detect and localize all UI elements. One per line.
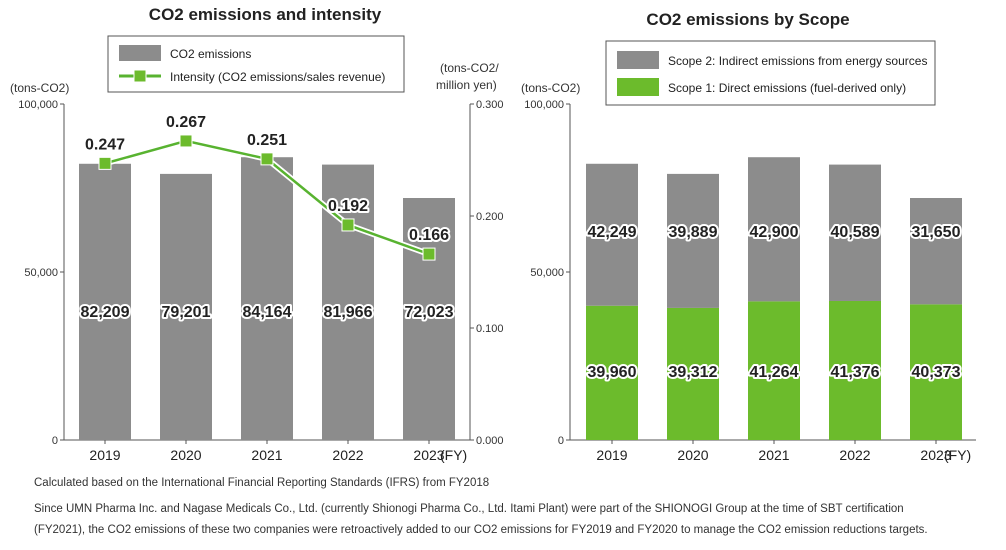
left-x-tick-label-2020: 2020 xyxy=(170,447,201,463)
intensity-point-2019 xyxy=(98,156,112,170)
charts-canvas: CO2 emissions and intensity CO2 emission… xyxy=(10,5,976,463)
right-chart-title: CO2 emissions by Scope xyxy=(646,10,849,29)
intensity-label-2021: 0.251 xyxy=(247,132,287,149)
bar-label-scope2-2020: 39,889 xyxy=(669,224,718,241)
right-chart: CO2 emissions by Scope Scope 2: Indirect… xyxy=(521,10,976,463)
left-y-tick-label: 100,000 xyxy=(18,99,58,111)
intensity-point-2021 xyxy=(260,152,274,166)
bar-co2-2019 xyxy=(79,163,131,440)
intensity-label-2020: 0.267 xyxy=(166,114,206,131)
intensity-point-2020 xyxy=(179,134,193,148)
intensity-label-2022: 0.192 xyxy=(328,198,368,215)
intensity-label-2023: 0.166 xyxy=(409,227,449,244)
bar-scope1-2019 xyxy=(586,305,638,440)
bar-label-scope1-2020: 39,312 xyxy=(669,364,718,381)
left-x-tick-label-2019: 2019 xyxy=(89,447,120,463)
right-y-tick-label: 50,000 xyxy=(530,267,564,279)
left-x-tick-label-2023: 2023 xyxy=(413,447,444,463)
left-y-tick-label: 50,000 xyxy=(24,267,58,279)
left-y2-tick-label: 0.300 xyxy=(476,99,504,111)
left-chart: CO2 emissions and intensity CO2 emission… xyxy=(10,5,504,463)
left-y2-tick-label: 0.100 xyxy=(476,323,504,335)
right-x-tick-label-2021: 2021 xyxy=(758,447,789,463)
left-y2-axis-label-line1: (tons-CO2/ xyxy=(440,61,499,75)
left-y2-axis-label-line2: million yen) xyxy=(436,78,497,92)
bar-label-co2-2020: 79,201 xyxy=(162,304,211,321)
bar-label-scope2-2021: 42,900 xyxy=(750,224,799,241)
left-chart-title: CO2 emissions and intensity xyxy=(149,5,382,24)
bar-scope2-2022 xyxy=(829,164,881,301)
bar-label-scope1-2022: 41,376 xyxy=(831,364,880,381)
bar-label-co2-2022: 81,966 xyxy=(324,304,373,321)
bar-scope2-2023 xyxy=(910,198,962,305)
right-x-tick-label-2019: 2019 xyxy=(596,447,627,463)
bar-label-scope1-2019: 39,960 xyxy=(588,364,637,381)
right-y-tick-label: 100,000 xyxy=(524,99,564,111)
left-y-axis-label: (tons-CO2) xyxy=(10,81,69,95)
left-x-tick-label-2022: 2022 xyxy=(332,447,363,463)
legend-swatch-scope2 xyxy=(617,51,659,69)
legend-label-scope1: Scope 1: Direct emissions (fuel-derived … xyxy=(668,81,906,95)
bar-scope1-2020 xyxy=(667,307,719,440)
left-y-tick-label: 0 xyxy=(52,435,58,447)
intensity-label-2019: 0.247 xyxy=(85,136,125,153)
bar-scope1-2022 xyxy=(829,300,881,440)
legend-marker-intensity xyxy=(133,69,147,83)
left-x-suffix: (FY) xyxy=(440,447,467,463)
right-y-tick-label: 0 xyxy=(558,435,564,447)
bar-label-scope2-2022: 40,589 xyxy=(831,224,880,241)
bar-label-scope2-2023: 31,650 xyxy=(912,224,961,241)
right-y-axis-label: (tons-CO2) xyxy=(521,81,580,95)
bar-label-co2-2023: 72,023 xyxy=(405,304,454,321)
bar-label-co2-2019: 82,209 xyxy=(81,304,130,321)
bar-scope2-2020 xyxy=(667,173,719,308)
footnote-sbt-line2: (FY2021), the CO2 emissions of these two… xyxy=(34,524,928,536)
footnote-ifrs: Calculated based on the International Fi… xyxy=(34,477,490,489)
intensity-point-2023 xyxy=(422,247,436,261)
right-x-tick-label-2022: 2022 xyxy=(839,447,870,463)
right-x-suffix: (FY) xyxy=(944,447,971,463)
bar-co2-2023 xyxy=(403,198,455,440)
bar-label-scope2-2019: 42,249 xyxy=(588,224,637,241)
intensity-point-2022 xyxy=(341,218,355,232)
left-x-tick-label-2021: 2021 xyxy=(251,447,282,463)
bar-label-co2-2021: 84,164 xyxy=(243,304,292,321)
bar-label-scope1-2023: 40,373 xyxy=(912,364,961,381)
bar-scope1-2023 xyxy=(910,304,962,440)
legend-label-scope2: Scope 2: Indirect emissions from energy … xyxy=(668,54,927,68)
bar-scope2-2021 xyxy=(748,157,800,302)
legend-swatch-scope1 xyxy=(617,78,659,96)
legend-label-co2-emissions: CO2 emissions xyxy=(170,47,251,61)
legend-swatch-co2-emissions xyxy=(119,45,161,61)
bar-scope2-2019 xyxy=(586,163,638,306)
right-x-tick-label-2023: 2023 xyxy=(920,447,951,463)
left-y2-tick-label: 0.200 xyxy=(476,211,504,223)
right-x-tick-label-2020: 2020 xyxy=(677,447,708,463)
bar-scope1-2021 xyxy=(748,301,800,440)
bar-label-scope1-2021: 41,264 xyxy=(750,364,799,381)
footnote-sbt-line1: Since UMN Pharma Inc. and Nagase Medical… xyxy=(34,503,904,515)
right-legend-box xyxy=(605,40,936,106)
left-y2-tick-label: 0.000 xyxy=(476,435,504,447)
bar-co2-2021 xyxy=(241,157,293,440)
bar-co2-2020 xyxy=(160,173,212,440)
legend-label-intensity: Intensity (CO2 emissions/sales revenue) xyxy=(170,70,385,84)
